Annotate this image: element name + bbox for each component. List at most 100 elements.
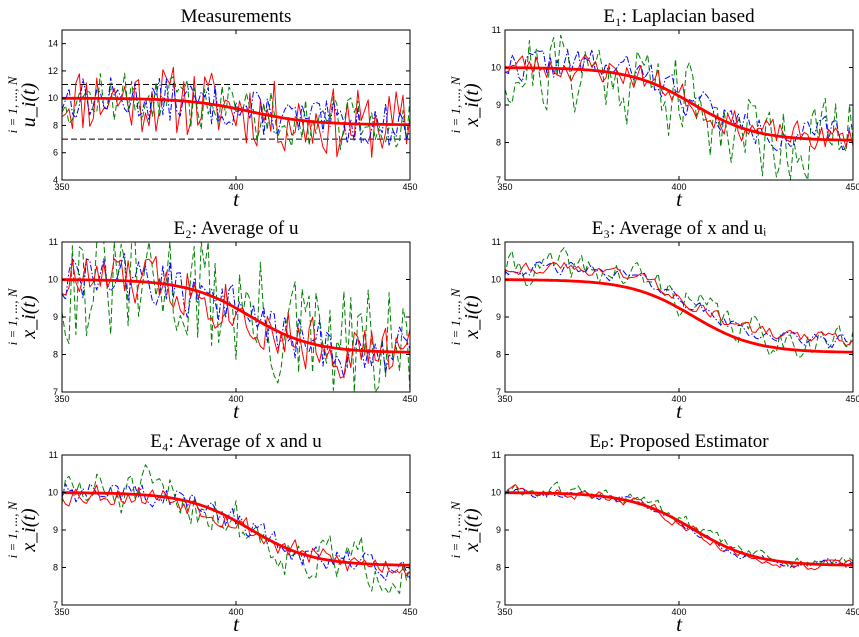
series-line-4 [62,96,410,126]
y-tick-label: 7 [496,175,501,185]
x-tick-label: 350 [54,607,69,617]
y-tick-label: 11 [492,450,501,460]
y-tick-label: 8 [496,350,501,360]
chart-title: E₁: Laplacian based [603,6,755,27]
series-line-1 [505,481,853,569]
x-tick-label: 400 [671,182,686,192]
y-axis-sublabel: i = 1, ..., N [5,500,20,558]
series-line-1 [62,66,410,158]
y-tick-label: 8 [53,350,58,360]
y-tick-label: 9 [53,312,58,322]
subplot-5: 350 400 450 7 8 9 10 11 E₄: Average of x and u t x… [5,431,418,636]
series-line-3 [62,255,410,379]
series-line-2 [62,72,410,151]
y-axis-sublabel: i = 1, ..., N [448,287,463,345]
y-tick-label: 10 [491,63,501,73]
y-tick-label: 10 [48,93,58,103]
plot-lines [62,464,410,595]
y-axis-label: u_i(t) [18,82,40,127]
x-tick-label: 450 [402,394,417,404]
chart-title: E₃: Average of x and uᵢ [592,218,767,239]
y-axis-sublabel: i = 1, ..., N [5,75,20,133]
series-line-1 [505,34,853,180]
subplot-4: 350 400 450 7 8 9 10 11 E₃: Average of x and uᵢ t… [448,218,859,423]
chart-title: Measurements [181,6,292,27]
series-line-4 [505,66,853,142]
y-tick-label: 11 [49,450,58,460]
y-axis-label: x_i(t) [18,295,40,340]
y-tick-label: 8 [496,138,501,148]
x-tick-label: 450 [402,607,417,617]
x-tick-label: 400 [671,394,686,404]
chart-title: E₄: Average of x and u [150,431,322,452]
x-tick-label: 350 [54,394,69,404]
y-tick-label: 9 [496,525,501,535]
y-tick-label: 8 [53,563,58,573]
series-line-3 [62,77,410,147]
subplot-1: 350 400 450 4 6 8 10 12 14 Measurements t u_i(t)i =… [5,6,418,211]
y-tick-label: 10 [491,275,501,285]
x-tick-label: 450 [845,182,859,192]
x-axis-label: t [676,399,683,423]
y-tick-label: 8 [496,563,501,573]
chart-title: Eₚ: Proposed Estimator [589,431,769,452]
x-tick-label: 450 [402,182,417,192]
y-axis-label: x_i(t) [461,295,483,340]
x-axis-label: t [233,612,240,636]
y-tick-label: 11 [49,237,58,247]
y-tick-label: 10 [48,488,58,498]
y-tick-label: 9 [53,525,58,535]
series-line-4 [505,491,853,567]
x-tick-label: 400 [228,182,243,192]
x-axis-label: t [676,612,683,636]
series-line-4 [62,278,410,354]
y-tick-label: 12 [48,66,58,76]
series-line-1 [62,242,410,392]
y-tick-label: 11 [492,25,501,35]
x-tick-label: 400 [228,394,243,404]
series-line-4 [505,278,853,354]
x-tick-label: 350 [497,394,512,404]
y-tick-label: 7 [53,600,58,610]
series-line-3 [505,261,853,346]
y-axis-label: x_i(t) [461,508,483,553]
plot-lines [505,247,853,358]
x-tick-label: 450 [845,607,859,617]
x-tick-label: 400 [228,607,243,617]
y-tick-label: 6 [53,148,58,158]
x-axis-label: t [233,399,240,423]
x-tick-label: 350 [497,607,512,617]
y-tick-label: 10 [491,488,501,498]
series-line-2 [62,483,410,581]
plot-area [505,455,853,605]
y-axis-label: x_i(t) [18,508,40,553]
plot-area [62,455,410,605]
y-tick-label: 4 [53,175,58,185]
x-tick-label: 350 [54,182,69,192]
series-line-1 [62,464,410,595]
plot-lines [505,34,853,180]
plot-lines [505,481,853,571]
plot-area [505,242,853,392]
x-tick-label: 400 [671,607,686,617]
x-axis-label: t [233,187,240,211]
y-axis-label: x_i(t) [461,83,483,128]
y-tick-label: 11 [492,237,501,247]
y-tick-label: 10 [48,275,58,285]
x-tick-label: 450 [845,394,859,404]
y-tick-label: 7 [496,387,501,397]
series-line-4 [62,491,410,567]
y-tick-label: 9 [496,100,501,110]
plot-lines [62,66,410,158]
chart-title: E₂: Average of u [174,218,299,239]
y-tick-label: 14 [48,39,58,49]
series-line-1 [505,247,853,358]
y-tick-label: 8 [53,120,58,130]
plot-area [505,30,853,180]
y-axis-sublabel: i = 1, ..., N [448,500,463,558]
series-line-3 [62,484,410,577]
y-tick-label: 9 [496,312,501,322]
subplot-6: 350 400 450 7 8 9 10 11 Eₚ: Proposed Estimator t x… [448,431,859,636]
subplot-2: 350 400 450 7 8 9 10 11 E₁: Laplacian based t x_i(… [448,6,859,211]
